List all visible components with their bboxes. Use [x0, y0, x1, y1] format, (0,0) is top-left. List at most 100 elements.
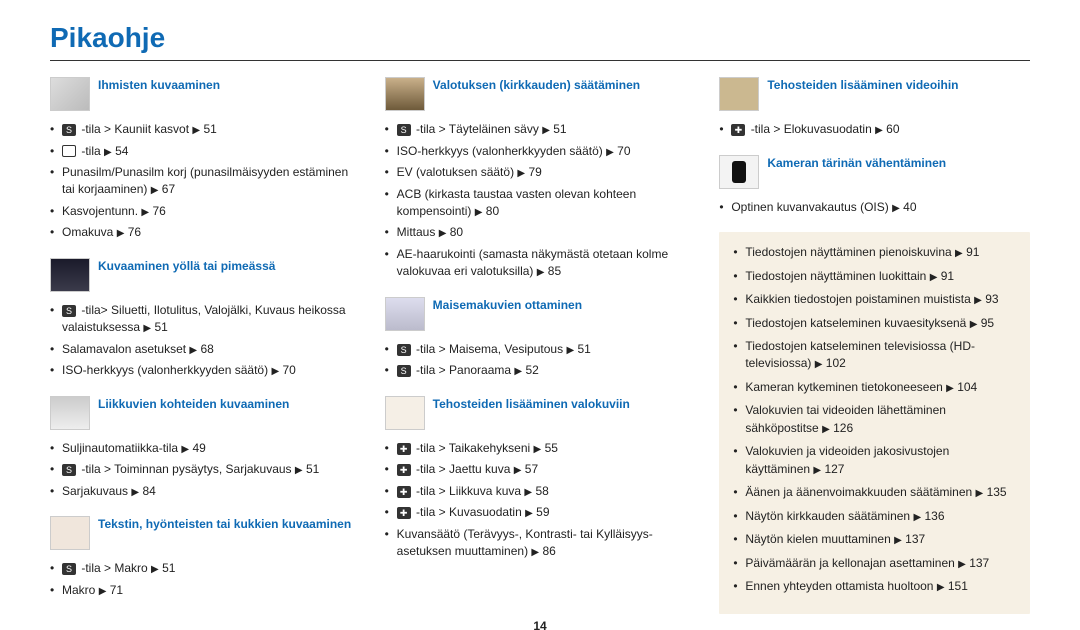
item-text: -tila > Jaettu kuva — [416, 462, 510, 476]
item-text: Kameran kytkeminen tietokoneeseen — [745, 380, 942, 394]
triangle-icon: ▶ — [976, 488, 984, 499]
triangle-icon: ▶ — [913, 512, 921, 523]
list-item: Kuvansäätö (Terävyys-, Kontrasti- tai Ky… — [385, 526, 696, 561]
section-thumb — [385, 297, 425, 331]
columns: Ihmisten kuvaaminen S -tila > Kauniit ka… — [50, 77, 1030, 615]
item-page: 80 — [486, 204, 499, 218]
item-list: Suljinautomatiikka-tila ▶ 49S -tila > To… — [50, 440, 361, 501]
item-text: -tila > Panoraama — [416, 363, 511, 377]
section-title: Tehosteiden lisääminen videoihin — [767, 77, 958, 94]
list-item: S -tila > Kauniit kasvot ▶ 51 — [50, 121, 361, 139]
item-text: -tila > Taikakehykseni — [416, 441, 530, 455]
list-item: S -tila> Siluetti, Ilotulitus, Valojälki… — [50, 302, 361, 337]
mode-icon-s: S — [397, 124, 411, 136]
item-text: Salamavalon asetukset — [62, 342, 186, 356]
list-item: ISO-herkkyys (valonherkkyyden säätö) ▶ 7… — [385, 143, 696, 161]
section-title: Ihmisten kuvaaminen — [98, 77, 220, 94]
mode-icon-plus: ✚ — [397, 443, 411, 455]
triangle-icon: ▶ — [439, 228, 447, 239]
item-text: -tila> Siluetti, Ilotulitus, Valojälki, … — [62, 303, 346, 334]
item-text: -tila > Toiminnan pysäytys, Sarjakuvaus — [81, 462, 291, 476]
mode-icon-s: S — [397, 344, 411, 356]
item-page: 57 — [525, 462, 538, 476]
item-text: -tila > Maisema, Vesiputous — [416, 342, 563, 356]
item-page: 51 — [154, 320, 167, 334]
item-list: S -tila > Makro ▶ 51Makro ▶ 71 — [50, 560, 361, 599]
item-text: -tila — [81, 144, 100, 158]
item-text: Näytön kirkkauden säätäminen — [745, 509, 910, 523]
section-title: Valotuksen (kirkkauden) säätäminen — [433, 77, 640, 94]
list-item: Mittaus ▶ 80 — [385, 224, 696, 242]
list-item: Tiedostojen katseleminen televisiossa (H… — [733, 338, 1016, 373]
item-page: 70 — [282, 363, 295, 377]
list-item: Sarjakuvaus ▶ 84 — [50, 483, 361, 501]
item-page: 76 — [152, 204, 165, 218]
mode-icon-s: S — [62, 305, 76, 317]
triangle-icon: ▶ — [822, 424, 830, 435]
mode-icon-light — [62, 145, 76, 157]
section: Tehosteiden lisääminen valokuviin ✚ -til… — [385, 396, 696, 561]
triangle-icon: ▶ — [181, 444, 189, 455]
item-text: -tila > Kuvasuodatin — [416, 505, 522, 519]
item-text: Kaikkien tiedostojen poistaminen muistis… — [745, 292, 970, 306]
item-text: ACB (kirkasta taustaa vasten olevan koht… — [397, 187, 636, 218]
item-page: 102 — [826, 356, 846, 370]
section-title: Tehosteiden lisääminen valokuviin — [433, 396, 630, 413]
triangle-icon: ▶ — [813, 465, 821, 476]
item-page: 79 — [528, 165, 541, 179]
section: Kuvaaminen yöllä tai pimeässä S -tila> S… — [50, 258, 361, 380]
triangle-icon: ▶ — [192, 125, 200, 136]
item-page: 137 — [969, 556, 989, 570]
item-page: 93 — [985, 292, 998, 306]
list-item: Kasvojentunn. ▶ 76 — [50, 203, 361, 221]
section-title: Kuvaaminen yöllä tai pimeässä — [98, 258, 275, 275]
list-item: AE-haarukointi (samasta näkymästä otetaa… — [385, 246, 696, 281]
item-page: 84 — [142, 484, 155, 498]
item-page: 95 — [981, 316, 994, 330]
section-header: Tehosteiden lisääminen valokuviin — [385, 396, 696, 430]
item-page: 91 — [941, 269, 954, 283]
list-item: Punasilm/Punasilm korj (punasilmäisyyden… — [50, 164, 361, 199]
item-text: Päivämäärän ja kellonajan asettaminen — [745, 556, 954, 570]
item-text: Tiedostojen näyttäminen pienoiskuvina — [745, 245, 951, 259]
triangle-icon: ▶ — [151, 185, 159, 196]
item-list: ✚ -tila > Taikakehykseni ▶ 55✚ -tila > J… — [385, 440, 696, 561]
mode-icon-plus: ✚ — [397, 486, 411, 498]
triangle-icon: ▶ — [815, 359, 823, 370]
triangle-icon: ▶ — [117, 228, 125, 239]
section-thumb — [719, 155, 759, 189]
list-item: S -tila > Panoraama ▶ 52 — [385, 362, 696, 380]
item-text: -tila > Täyteläinen sävy — [416, 122, 539, 136]
section-header: Kameran tärinän vähentäminen — [719, 155, 1030, 189]
section-thumb — [50, 396, 90, 430]
list-item: Äänen ja äänenvoimakkuuden säätäminen ▶ … — [733, 484, 1016, 502]
item-page: 51 — [577, 342, 590, 356]
section: Tehosteiden lisääminen videoihin ✚ -tila… — [719, 77, 1030, 139]
triangle-icon: ▶ — [937, 582, 945, 593]
triangle-icon: ▶ — [955, 248, 963, 259]
item-page: 71 — [110, 583, 123, 597]
list-item: -tila ▶ 54 — [50, 143, 361, 161]
item-page: 40 — [903, 200, 916, 214]
item-page: 104 — [957, 380, 977, 394]
list-item: Kameran kytkeminen tietokoneeseen ▶ 104 — [733, 379, 1016, 397]
triangle-icon: ▶ — [974, 295, 982, 306]
item-page: 85 — [548, 264, 561, 278]
triangle-icon: ▶ — [531, 547, 539, 558]
item-text: Valokuvien ja videoiden jakosivustojen k… — [745, 444, 949, 475]
section: Liikkuvien kohteiden kuvaaminen Suljinau… — [50, 396, 361, 501]
item-text: Kuvansäätö (Terävyys-, Kontrasti- tai Ky… — [397, 527, 653, 558]
section-thumb — [719, 77, 759, 111]
item-page: 126 — [833, 421, 853, 435]
section-header: Tekstin, hyönteisten tai kukkien kuvaami… — [50, 516, 361, 550]
item-page: 51 — [306, 462, 319, 476]
triangle-icon: ▶ — [99, 586, 107, 597]
item-text: Suljinautomatiikka-tila — [62, 441, 178, 455]
section: Valotuksen (kirkkauden) säätäminen S -ti… — [385, 77, 696, 281]
triangle-icon: ▶ — [875, 125, 883, 136]
item-page: 51 — [203, 122, 216, 136]
list-item: S -tila > Toiminnan pysäytys, Sarjakuvau… — [50, 461, 361, 479]
section: Kameran tärinän vähentäminen Optinen kuv… — [719, 155, 1030, 217]
mode-icon-plus: ✚ — [397, 464, 411, 476]
triangle-icon: ▶ — [104, 147, 112, 158]
